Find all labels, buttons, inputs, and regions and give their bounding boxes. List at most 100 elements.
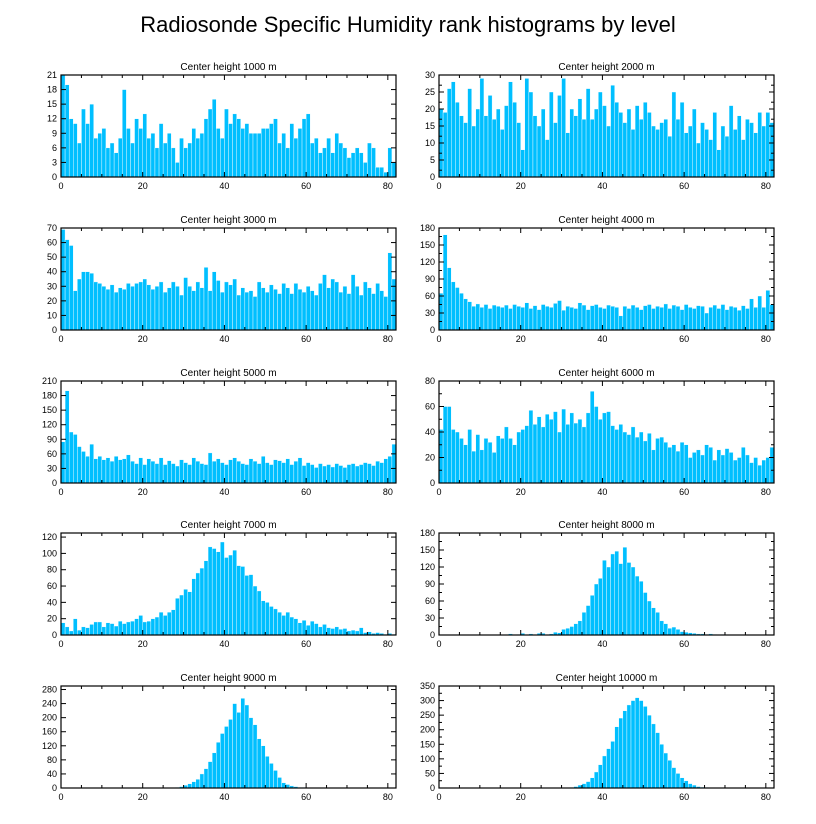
bar [81, 271, 86, 331]
bar [134, 118, 139, 178]
bar [330, 278, 335, 331]
bar [101, 128, 107, 178]
bar [667, 308, 673, 331]
plot-frame [60, 532, 397, 636]
bar [610, 84, 615, 178]
y-tick-label: 120 [42, 420, 57, 430]
bar [64, 239, 70, 331]
x-tick-label: 40 [597, 487, 607, 497]
bar [73, 123, 78, 178]
bar [363, 162, 368, 178]
bar [354, 630, 360, 636]
x-tick-label: 0 [58, 792, 63, 802]
x-axis: 0 20 40 60 80 [436, 75, 771, 191]
bar [183, 462, 188, 484]
bar [326, 464, 331, 484]
x-tick-label: 40 [219, 639, 229, 649]
bar [536, 125, 542, 178]
bar [269, 763, 274, 789]
bar [720, 304, 726, 331]
bar [346, 293, 352, 331]
bar [463, 298, 468, 331]
y-tick-label: 20 [425, 453, 435, 463]
bar [183, 147, 188, 178]
y-axis: 0 5 10 15 20 25 30 [425, 70, 774, 182]
bar [446, 88, 452, 178]
bar [487, 308, 493, 331]
bar [463, 444, 468, 484]
bar [301, 118, 307, 178]
panel-2: Center height 2000 m 0 20 40 60 80 0 5 10 15 20 25 3… [425, 62, 775, 191]
bar [199, 463, 205, 484]
bar [491, 452, 497, 484]
bar [220, 733, 225, 789]
bar [187, 591, 192, 636]
bar [273, 608, 278, 636]
bar [387, 252, 393, 331]
bar [589, 777, 595, 789]
x-axis: 0 20 40 60 80 [436, 686, 771, 802]
bar [236, 118, 241, 178]
bar [569, 108, 575, 178]
y-axis: 0 20 40 60 80 100 120 [42, 532, 396, 640]
bar [350, 463, 356, 484]
bar [248, 133, 254, 178]
bar [187, 286, 192, 331]
bar [126, 454, 131, 484]
bar [626, 562, 632, 636]
bar [622, 306, 628, 331]
bar [643, 706, 648, 789]
bar [220, 291, 225, 331]
bar [117, 287, 123, 331]
bar [573, 115, 579, 178]
bar [338, 291, 344, 331]
bar [150, 133, 156, 178]
bar [150, 618, 156, 636]
bar [142, 278, 147, 331]
bar [561, 408, 566, 484]
bar [553, 122, 558, 178]
bar [138, 281, 143, 331]
bar [647, 304, 652, 331]
bar [338, 465, 344, 484]
bar [130, 620, 135, 636]
bar [561, 78, 566, 178]
bar [203, 560, 209, 636]
bar [532, 424, 538, 484]
bar [741, 305, 746, 331]
bar [516, 431, 521, 484]
bar [117, 137, 123, 178]
bar [688, 457, 693, 484]
plot-frame [60, 227, 397, 331]
bar [761, 125, 767, 178]
bar [647, 714, 652, 789]
x-tick-label: 20 [138, 792, 148, 802]
bar [269, 123, 274, 178]
bar [704, 129, 709, 178]
bar [109, 284, 115, 331]
bar [256, 133, 262, 178]
bar [598, 419, 603, 484]
bar [622, 546, 628, 636]
panel-title: Center height 7000 m [180, 520, 276, 531]
bar [289, 293, 295, 331]
x-tick-label: 40 [597, 334, 607, 344]
bar [630, 700, 636, 789]
bar [109, 623, 115, 636]
bar [105, 457, 111, 484]
bar [68, 245, 74, 331]
bar [589, 118, 595, 178]
bar [483, 115, 489, 178]
bar [244, 464, 250, 484]
panel-title: Center height 5000 m [180, 368, 276, 379]
bar [146, 458, 152, 484]
bar [81, 108, 86, 178]
bar [663, 118, 668, 178]
y-tick-label: 20 [425, 104, 435, 114]
y-tick-label: 30 [47, 463, 57, 473]
x-axis: 0 20 40 60 80 [58, 381, 393, 497]
y-tick-label: 0 [430, 630, 435, 640]
y-tick-label: 12 [47, 114, 57, 124]
bar [638, 700, 644, 789]
x-tick-label: 80 [761, 334, 771, 344]
